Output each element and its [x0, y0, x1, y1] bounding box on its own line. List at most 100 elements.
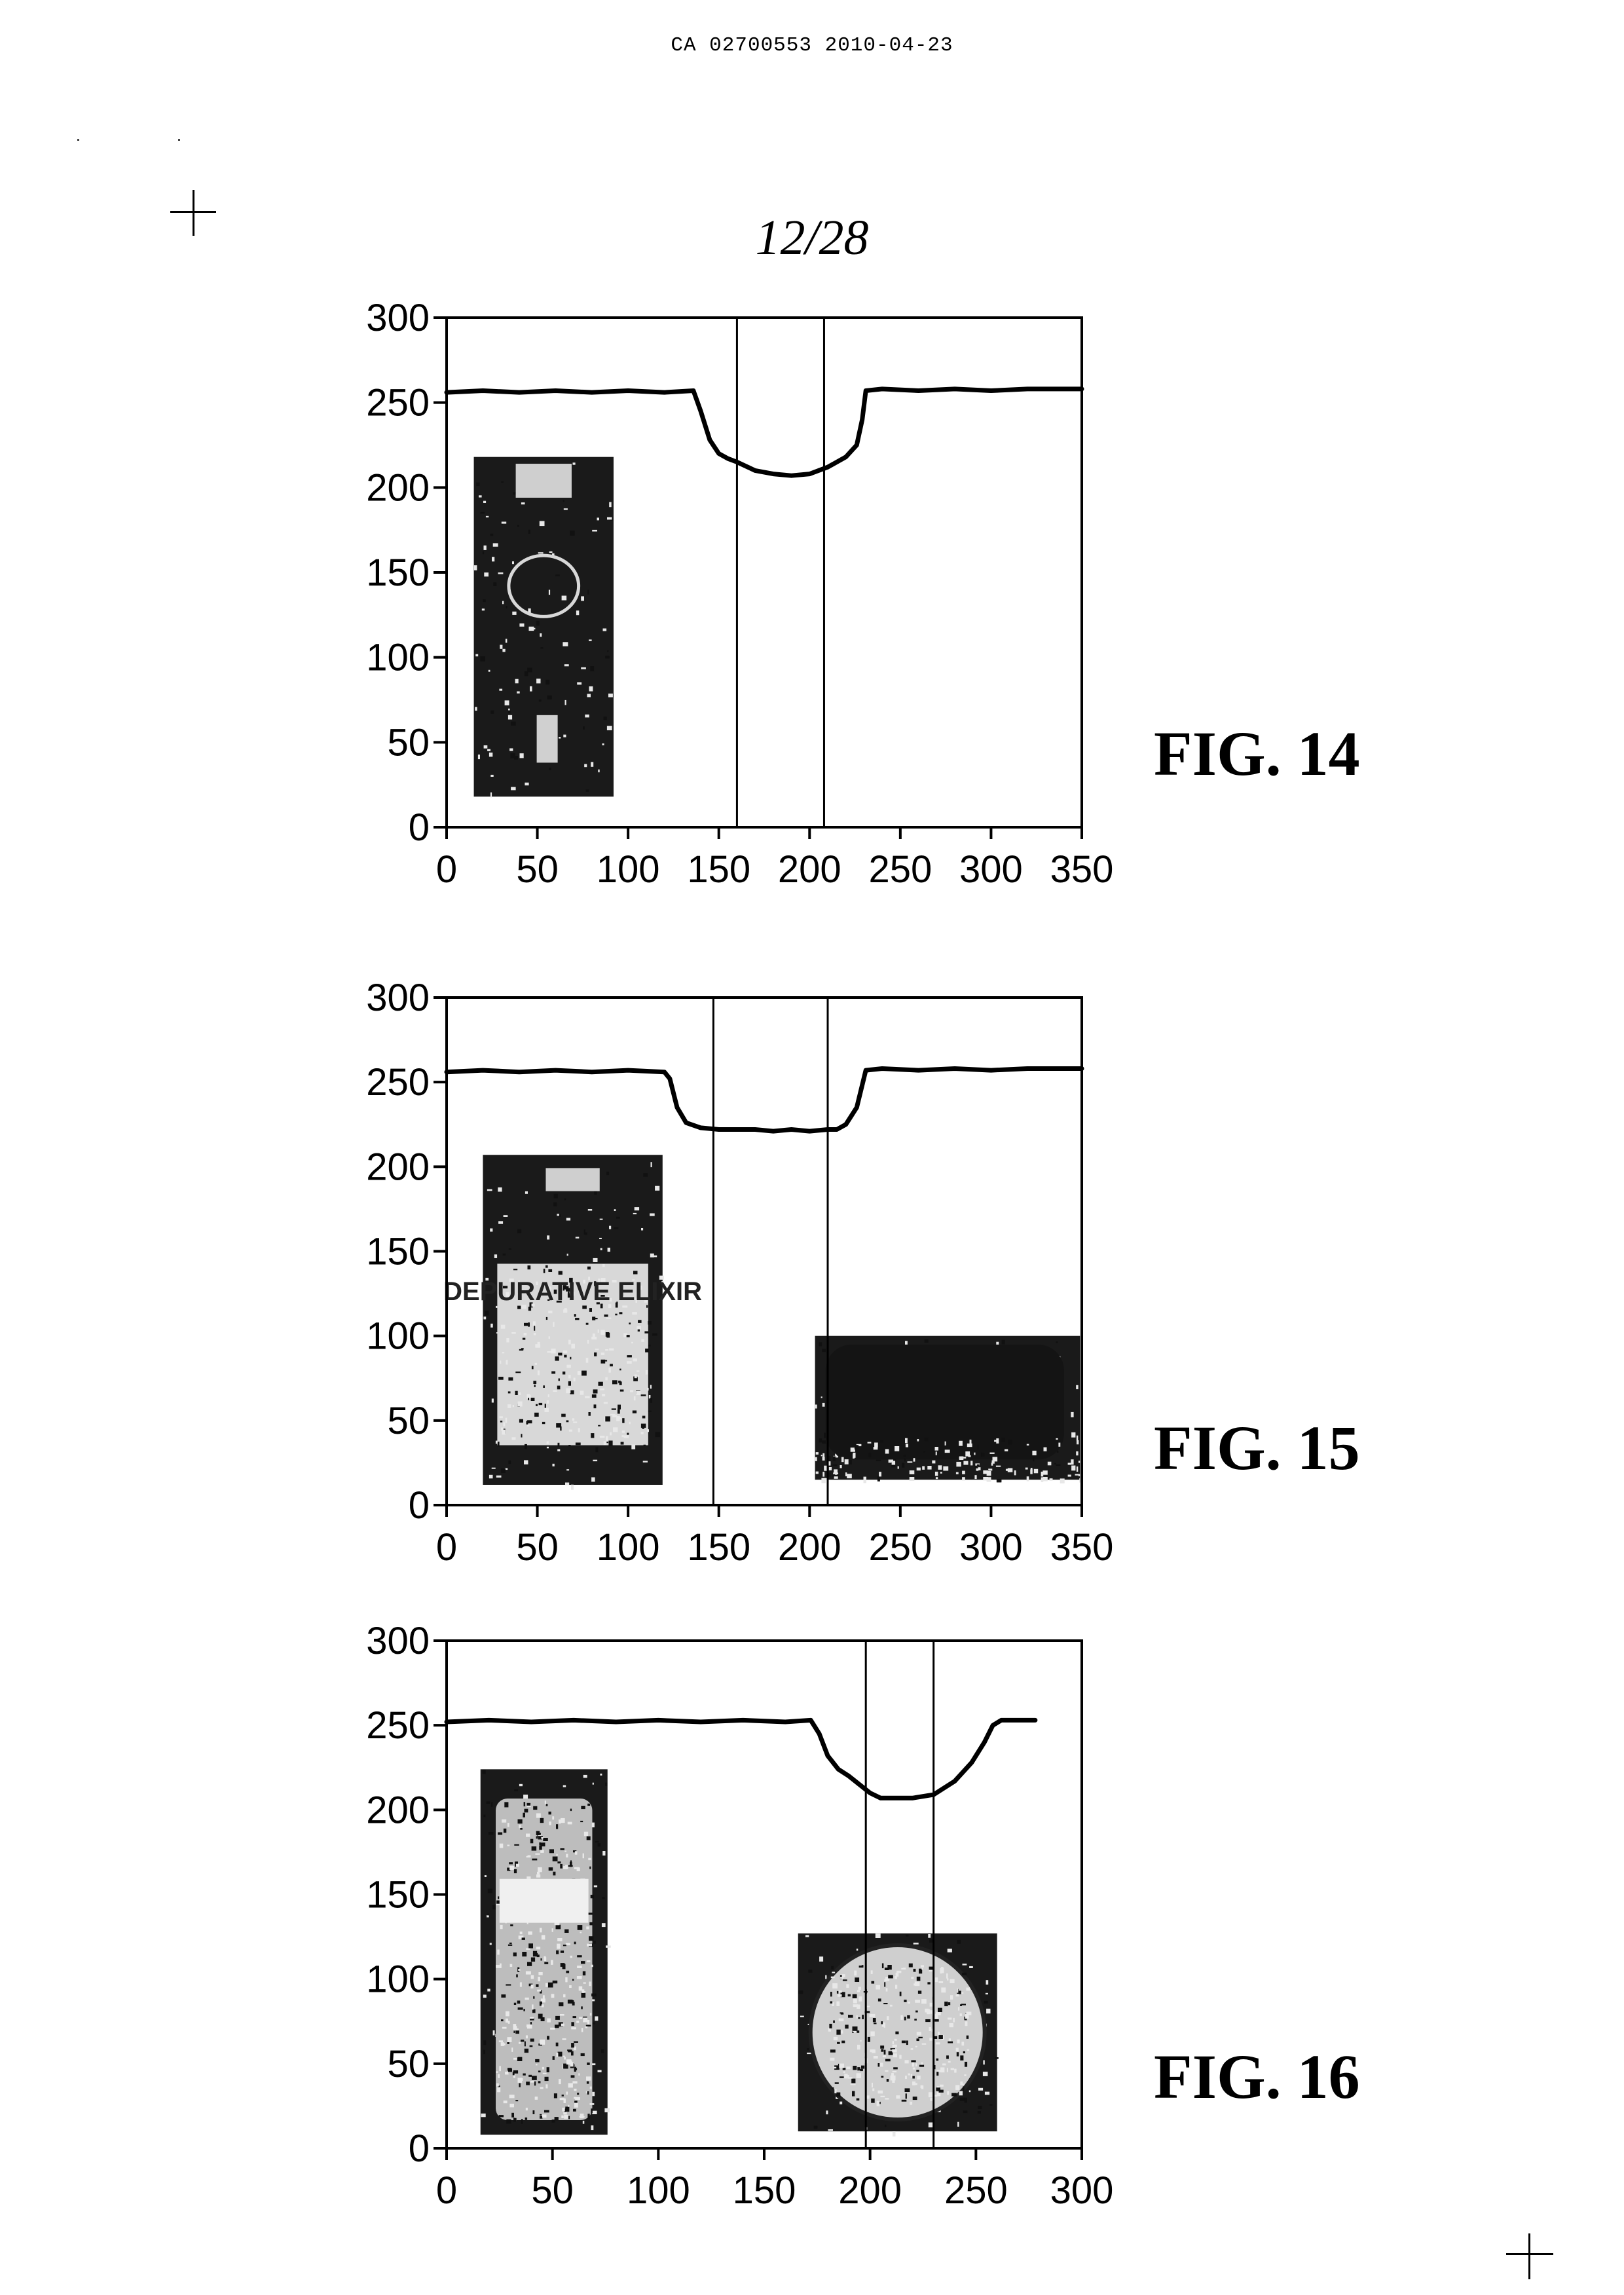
photo-grain [528, 1856, 531, 1857]
photo-grain [525, 1809, 528, 1813]
photo-grain [836, 2002, 840, 2006]
photo-grain [581, 2006, 583, 2009]
photo-grain [545, 2084, 547, 2088]
photo-grain [960, 2055, 963, 2061]
photo-grain [562, 2095, 564, 2097]
photo-grain [502, 1819, 506, 1823]
photo-grain [589, 1912, 593, 1914]
photo-grain [522, 1952, 526, 1956]
photo-grain [904, 2000, 906, 2002]
photo-grain [893, 2041, 894, 2044]
photo-grain [833, 2021, 835, 2023]
photo-grain [575, 1851, 578, 1854]
photo-grain [893, 2131, 896, 2136]
photo-grain [947, 2068, 948, 2072]
photo-grain [938, 1981, 943, 1983]
photo-grain [911, 2048, 913, 2050]
photo-grain [951, 2093, 957, 2097]
photo-grain [570, 2062, 574, 2066]
photo-grain [950, 1995, 953, 2000]
photo-grain [602, 1897, 604, 1899]
photo-grain [491, 1802, 492, 1807]
photo-grain [995, 2057, 999, 2059]
photo-grain [511, 2113, 514, 2118]
photo-grain [497, 2087, 500, 2093]
photo-grain [559, 2079, 561, 2084]
photo-grain [921, 1965, 924, 1968]
photo-grain [830, 2002, 833, 2004]
photo-grain [581, 1806, 585, 1809]
photo-grain [533, 1806, 537, 1810]
photo-grain [504, 2100, 507, 2103]
photo-grain [857, 2045, 860, 2049]
photo-grain [483, 1995, 487, 1998]
photo-grain [857, 2073, 861, 2078]
photo-grain [878, 2091, 883, 2094]
photo-grain [902, 2041, 906, 2043]
photo-grain [521, 2119, 523, 2123]
photo-grain [566, 1943, 570, 1945]
photo-grain [526, 1971, 531, 1975]
photo-grain [872, 2049, 876, 2053]
photo-grain [908, 2002, 910, 2004]
photo-grain [963, 1964, 967, 1966]
photo-grain [520, 2078, 523, 2081]
photo-grain [574, 2103, 578, 2108]
photo-grain [536, 1947, 540, 1949]
photo-grain [963, 2110, 968, 2113]
photo-grain [547, 2019, 551, 2023]
photo-grain [561, 1848, 564, 1850]
photo-grain [586, 2025, 591, 2026]
x-tick-label: 250 [944, 2169, 1008, 2212]
photo-grain [587, 1944, 592, 1947]
photo-grain [518, 2007, 523, 2010]
photo-grain [583, 2018, 587, 2023]
photo-grain [513, 2118, 517, 2121]
photo-grain [931, 2010, 933, 2014]
photo-grain [537, 1872, 540, 1875]
photo-grain [916, 2070, 919, 2072]
photo-grain [906, 1935, 909, 1937]
photo-grain [576, 2021, 579, 2023]
photo-grain [843, 1979, 847, 1981]
photo-grain [882, 1964, 884, 1969]
photo-grain [581, 1961, 585, 1964]
photo-grain [885, 2070, 888, 2072]
photo-grain [884, 2050, 886, 2055]
photo-grain [535, 2059, 539, 2062]
photo-grain [511, 2047, 513, 2052]
photo-grain [564, 1930, 568, 1933]
photo-grain [831, 1966, 834, 1969]
photo-grain [861, 2066, 864, 2069]
photo-grain [569, 1985, 572, 1988]
figure-label-15: FIG. 15 [1154, 1411, 1360, 1484]
photo-grain [589, 1982, 591, 1987]
photo-grain [555, 2024, 559, 2028]
photo-grain [531, 1958, 535, 1962]
photo-grain [504, 1829, 506, 1833]
photo-grain [592, 2063, 595, 2065]
photo-grain [871, 1970, 873, 1974]
photo-grain [893, 2067, 898, 2069]
photo-grain [542, 2004, 544, 2007]
photo-grain [962, 1973, 967, 1975]
photo-grain [798, 1990, 803, 1994]
photo-grain [860, 2040, 862, 2042]
photo-grain [523, 1813, 525, 1818]
photo-grain [573, 2109, 576, 2112]
photo-grain [563, 1994, 565, 1998]
photo-grain [837, 1991, 839, 1994]
photo-grain [602, 1923, 606, 1927]
photo-grain [505, 2072, 508, 2075]
photo-grain [502, 2027, 507, 2029]
photo-grain [887, 2016, 889, 2020]
y-tick-label: 100 [366, 1958, 430, 2001]
photo-grain [881, 2076, 884, 2078]
photo-grain [906, 2093, 907, 2099]
photo-grain [537, 1954, 540, 1957]
photo-grain [917, 2038, 919, 2041]
photo-grain [509, 2095, 515, 2098]
photo-grain [852, 2091, 855, 2097]
photo-grain [879, 2062, 883, 2066]
photo-grain [984, 2001, 987, 2004]
